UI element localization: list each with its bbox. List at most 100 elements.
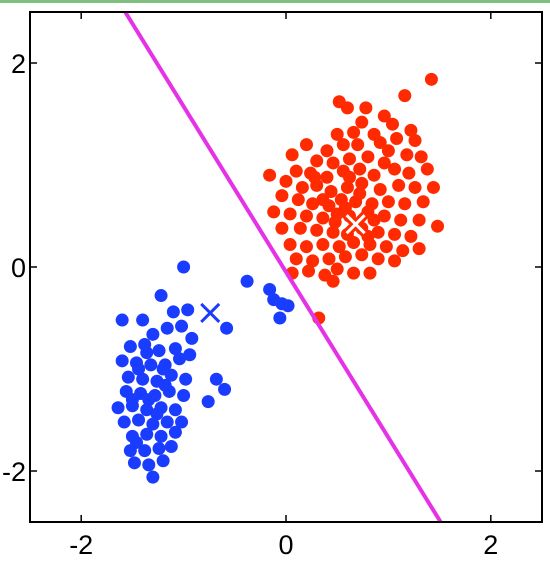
red-cluster-point — [310, 223, 324, 237]
red-cluster-point — [299, 240, 313, 254]
red-cluster-point — [373, 136, 387, 150]
red-cluster-point — [400, 148, 414, 162]
blue-cluster-point — [209, 372, 223, 386]
blue-cluster-point — [173, 352, 187, 366]
blue-cluster-point — [132, 362, 146, 376]
blue-cluster-point — [152, 442, 166, 456]
red-cluster-point — [347, 266, 361, 280]
blue-cluster-point — [146, 470, 160, 484]
red-cluster-point — [388, 254, 402, 268]
y-tick-label: -2 — [2, 457, 26, 487]
blue-cluster-point — [154, 289, 168, 303]
red-cluster-point — [404, 123, 418, 137]
blue-cluster-point — [166, 305, 180, 319]
red-cluster-point — [412, 213, 426, 227]
blue-cluster-point — [138, 444, 152, 458]
blue-cluster-point — [140, 427, 154, 441]
blue-cluster-point — [129, 435, 143, 449]
decision-boundary-line — [123, 12, 443, 522]
blue-cluster-point — [111, 401, 125, 415]
red-cluster-point — [396, 244, 410, 258]
red-cluster-point — [359, 101, 373, 115]
red-cluster-point — [398, 197, 412, 211]
red-cluster-point — [412, 242, 426, 256]
red-cluster-point — [289, 164, 303, 178]
blue-cluster-point — [160, 415, 174, 429]
blue-cluster-point — [164, 440, 178, 454]
blue-cluster-point — [132, 413, 146, 427]
red-cluster-point — [283, 207, 297, 221]
blue-cluster-point — [158, 378, 172, 392]
red-cluster-point — [398, 89, 412, 103]
red-cluster-point — [326, 156, 340, 170]
red-cluster-point — [263, 168, 277, 182]
red-cluster-point — [353, 187, 367, 201]
blue-cluster-point — [144, 358, 158, 372]
red-cluster-point — [316, 193, 330, 207]
blue-cluster-point — [142, 458, 156, 472]
red-cluster-point — [324, 185, 338, 199]
red-cluster-point — [388, 162, 402, 176]
blue-cluster-point — [156, 362, 170, 376]
blue-cluster-point — [136, 313, 150, 327]
red-cluster-point — [426, 180, 440, 194]
red-centroid-marker — [342, 210, 370, 238]
blue-cluster-point — [168, 403, 182, 417]
red-cluster-point — [310, 154, 324, 168]
red-cluster-point — [347, 236, 361, 250]
x-tick-label: -2 — [69, 530, 93, 560]
blue-cluster-point — [175, 415, 189, 429]
red-cluster-point — [283, 238, 297, 252]
red-cluster-point — [328, 215, 342, 229]
red-cluster-point — [306, 254, 320, 268]
red-cluster-point — [361, 150, 375, 164]
red-cluster-point — [381, 144, 395, 158]
blue-cluster-point — [168, 425, 182, 439]
blue-cluster-point — [127, 456, 141, 470]
blue-cluster-point — [136, 372, 150, 386]
blue-cluster-point — [121, 370, 135, 384]
blue-cluster-point — [146, 327, 160, 341]
red-cluster-point — [293, 221, 307, 235]
red-cluster-point — [320, 144, 334, 158]
y-tick-label: 2 — [11, 49, 26, 79]
red-cluster-point — [394, 213, 408, 227]
blue-cluster-point — [185, 331, 199, 345]
red-cluster-point — [431, 219, 445, 233]
red-cluster-point — [299, 138, 313, 152]
blue-cluster-point — [115, 354, 129, 368]
y-tick-label: 0 — [11, 253, 26, 283]
red-cluster-point — [363, 266, 377, 280]
blue-cluster-point — [142, 393, 156, 407]
red-cluster-point — [408, 134, 422, 148]
red-cluster-point — [420, 162, 434, 176]
red-cluster-point — [322, 252, 336, 266]
blue-centroid-marker — [200, 302, 221, 323]
blue-cluster-point — [177, 389, 191, 403]
red-cluster-point — [302, 264, 316, 278]
red-cluster-point — [408, 180, 422, 194]
blue-cluster-point — [146, 417, 160, 431]
red-cluster-point — [275, 221, 289, 235]
red-cluster-point — [390, 131, 404, 145]
blue-cluster-point — [175, 319, 189, 333]
red-cluster-point — [385, 117, 399, 131]
blue-cluster-point — [140, 346, 154, 360]
red-cluster-point — [373, 182, 387, 196]
red-cluster-point — [416, 195, 430, 209]
red-cluster-point — [285, 148, 299, 162]
red-cluster-point — [347, 125, 361, 139]
blue-cluster-point — [168, 342, 182, 356]
blue-cluster-point — [218, 382, 232, 396]
red-cluster-point — [402, 166, 416, 180]
x-tick-label: 0 — [278, 530, 293, 560]
blue-cluster-point — [160, 321, 174, 335]
blue-cluster-point — [156, 454, 170, 468]
x-tick-label: 2 — [483, 530, 498, 560]
red-cluster-point — [295, 180, 309, 194]
red-cluster-point — [340, 101, 354, 115]
plot-marks — [111, 12, 445, 522]
red-cluster-point — [306, 197, 320, 211]
red-cluster-point — [342, 152, 356, 166]
